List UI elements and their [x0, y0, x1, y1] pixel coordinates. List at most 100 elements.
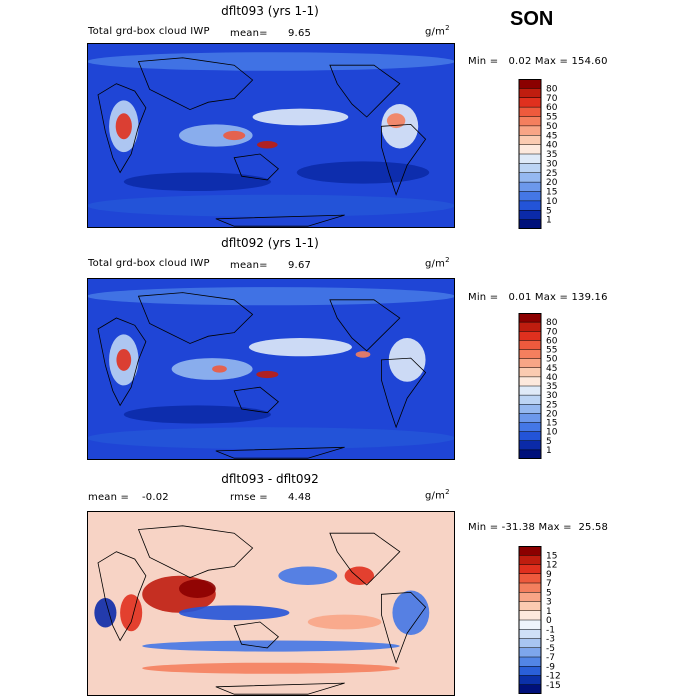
panel3-minmax: Min = -31.38 Max = 25.58: [468, 522, 609, 533]
panel1-mean-label: mean=: [230, 28, 268, 39]
field-region: [212, 365, 227, 373]
colorbar-box: [519, 555, 541, 565]
colorbar-box: [519, 331, 541, 341]
colorbar-tick-label: 15: [546, 419, 557, 429]
colorbar-tick-label: -15: [546, 681, 561, 691]
colorbar-tick-label: 30: [546, 391, 558, 401]
field-region: [87, 52, 455, 71]
field-region: [223, 130, 246, 141]
panel2-variable: Total grd-box cloud IWP: [88, 258, 210, 269]
panel3-title: dflt093 - dflt092: [221, 472, 319, 486]
panel2-minmax: Min = 0.01 Max = 139.16: [468, 292, 608, 303]
colorbar-box: [519, 172, 541, 183]
panel2-map: [87, 278, 455, 460]
colorbar-tick-label: -9: [546, 662, 555, 672]
panel3-map: [87, 511, 455, 696]
colorbar-tick-label: -3: [546, 635, 555, 645]
colorbar-box: [519, 647, 541, 658]
panel3-rmse-label: rmse =: [230, 492, 268, 503]
colorbar-box: [519, 386, 541, 396]
field-region: [142, 662, 400, 674]
panel2-title: dflt092 (yrs 1-1): [221, 236, 319, 250]
map-frame: [87, 43, 455, 228]
colorbar-box: [519, 116, 541, 127]
colorbar-box: [519, 219, 541, 229]
colorbar-tick-label: 12: [546, 561, 557, 571]
coastline: [381, 357, 427, 429]
season-label: SON: [510, 8, 554, 30]
field-region: [179, 605, 290, 621]
colorbar-box: [519, 666, 541, 676]
coastline: [97, 551, 147, 642]
colorbar-box: [519, 657, 541, 667]
colorbar-box: [519, 422, 541, 432]
colorbar-tick-label: 20: [546, 178, 558, 188]
panel3-mean-label: mean =: [88, 492, 130, 503]
colorbar-box: [519, 79, 541, 89]
colorbar-box: [519, 322, 541, 332]
colorbar-box: [519, 313, 541, 323]
colorbar-tick-label: 3: [546, 598, 552, 608]
colorbar-box: [519, 564, 541, 575]
colorbar-tick-label: 70: [546, 327, 558, 337]
field-region: [123, 172, 271, 191]
field-region: [87, 427, 455, 450]
colorbar-tick-label: 80: [546, 318, 558, 328]
colorbar-box: [519, 546, 541, 556]
colorbar-tick-label: 30: [546, 159, 558, 169]
field-region: [171, 358, 253, 380]
colorbar-tick-label: 1: [546, 446, 552, 456]
colorbar-tick-label: 70: [546, 94, 558, 104]
colorbar-box: [519, 592, 541, 602]
colorbar-tick-label: 25: [546, 400, 557, 410]
colorbar-box: [519, 154, 541, 164]
colorbar-tick-label: 55: [546, 113, 557, 123]
field-region: [94, 597, 117, 628]
map-frame: [87, 511, 455, 696]
colorbar-tick-label: 45: [546, 364, 557, 374]
panel1-minmax: Min = 0.02 Max = 154.60: [468, 56, 608, 67]
field-region: [87, 287, 455, 306]
colorbar-tick-label: 15: [546, 551, 557, 561]
panel1-unit: g/m2: [425, 24, 450, 38]
colorbar-box: [519, 684, 541, 694]
field-region: [257, 141, 278, 149]
field-region: [179, 579, 216, 598]
colorbar-box: [519, 404, 541, 414]
panel1-mean-value: 9.65: [288, 28, 312, 39]
field-region: [307, 614, 382, 630]
colorbar-tick-label: 60: [546, 336, 558, 346]
colorbar-box: [519, 144, 541, 155]
colorbar-box: [519, 163, 541, 174]
panel1-title: dflt093 (yrs 1-1): [221, 4, 319, 18]
coastline: [329, 299, 401, 352]
field-region: [388, 338, 426, 382]
coastline: [381, 123, 427, 196]
field-region: [123, 405, 271, 424]
panel2-unit: g/m2: [425, 256, 450, 270]
colorbar-box: [519, 88, 541, 99]
coastline: [329, 532, 401, 586]
colorbar-box: [519, 349, 541, 359]
coastline: [329, 64, 401, 118]
field-region: [256, 370, 279, 379]
field-region: [120, 594, 143, 632]
coastline: [97, 317, 147, 407]
colorbar-tick-label: 0: [546, 616, 552, 626]
colorbar-tick-label: 15: [546, 188, 557, 198]
colorbar-tick-label: 20: [546, 409, 558, 419]
colorbar-box: [519, 620, 541, 630]
colorbar-tick-label: 10: [546, 428, 558, 438]
coastline: [137, 292, 254, 344]
colorbar-box: [519, 376, 541, 387]
colorbar-tick-label: 7: [546, 579, 552, 589]
colorbar-tick-label: 1: [546, 607, 552, 617]
colorbar-tick-label: 60: [546, 103, 558, 113]
field-region: [87, 194, 455, 217]
colorbar-box: [519, 135, 541, 145]
colorbar-box: [519, 675, 541, 686]
colorbar-box: [519, 107, 541, 117]
panel3-rmse-value: 4.48: [288, 492, 312, 503]
